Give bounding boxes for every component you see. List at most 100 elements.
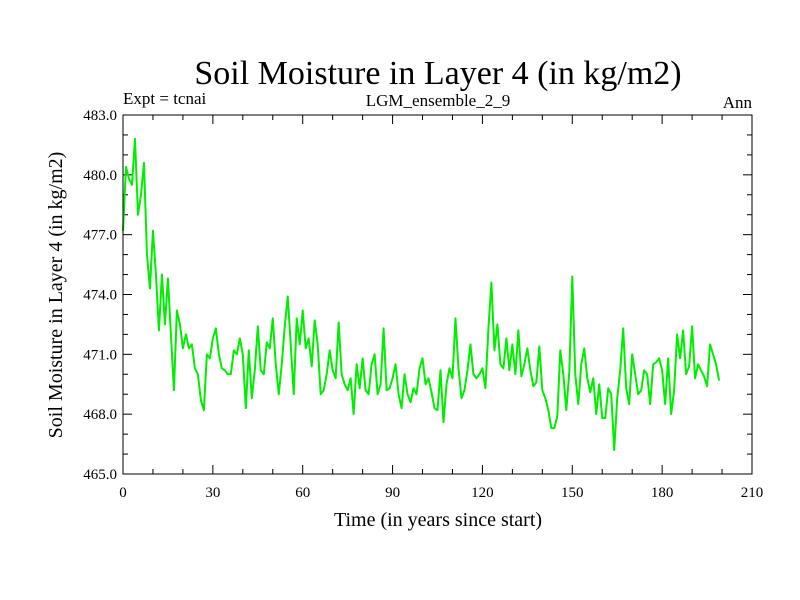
data-point [137,214,139,216]
data-point [604,417,606,419]
data-point [712,353,714,355]
data-point [388,387,391,389]
data-point [484,387,487,389]
data-point [427,377,430,379]
y-tick-label: 468.0 [83,407,117,423]
data-point [143,162,145,164]
data-point [353,413,355,415]
data-point [281,363,283,365]
data-point [475,377,478,379]
data-point [535,381,537,383]
data-point [200,399,202,401]
data-point [379,383,382,385]
data-point [682,329,684,331]
data-point [239,337,241,339]
data-point [131,184,133,186]
data-point [152,230,154,232]
data-point [586,377,588,379]
data-point [694,377,696,379]
data-point [344,383,346,385]
data-point [589,391,591,393]
data-point [607,387,609,389]
data-point [191,343,193,345]
data-point [341,373,343,375]
data-point [230,373,232,375]
data-point [574,373,576,375]
data-point [350,377,352,379]
data-point [610,393,612,395]
data-point [188,347,190,349]
data-point [652,363,654,365]
data-point [520,375,522,377]
points-layer [122,138,720,451]
x-tick-label: 180 [651,485,674,501]
data-point [688,365,690,367]
data-point [329,349,331,351]
data-point [260,369,262,371]
data-point [433,407,436,409]
data-point [637,393,639,395]
x-tick-label: 150 [561,485,584,501]
data-point [227,373,229,375]
data-point [538,345,540,347]
data-point [293,393,295,395]
data-point [176,309,178,312]
data-point [445,383,448,385]
chart-title: Soil Moisture in Layer 4 (in kg/m2) [194,55,681,92]
data-point [565,409,567,411]
data-point [646,373,648,375]
y-tick-label: 480.0 [83,168,117,184]
data-point [269,347,271,349]
data-point [619,369,621,371]
data-point [685,373,687,375]
data-point [296,317,298,320]
data-point [287,295,289,298]
data-point [368,393,370,395]
data-point [382,327,385,330]
data-point [502,367,504,369]
data-point [212,337,214,339]
data-point [553,427,555,429]
y-tick-label: 465.0 [83,467,117,483]
x-axis-label: Time (in years since start) [334,509,542,531]
data-point [496,323,498,326]
data-point [664,403,666,405]
data-point [320,393,322,395]
data-point [406,393,409,395]
data-point [128,178,130,180]
data-point [278,393,280,395]
data-point [140,194,142,196]
data-point [170,333,172,335]
data-point [323,389,325,391]
data-point [218,353,220,355]
data-point [487,327,490,330]
x-tick-label: 90 [385,485,400,501]
y-axis-label: Soil Moisture in Layer 4 (in kg/m2) [45,152,67,439]
data-point [676,333,678,335]
data-point [493,349,496,351]
data-point [302,309,304,312]
data-point [424,383,427,385]
data-point [661,369,663,371]
data-point [149,287,151,290]
data-point [670,413,672,415]
data-point [206,353,208,355]
data-point [173,389,175,391]
data-point [371,363,373,365]
data-point [233,349,235,351]
data-point [332,369,334,371]
x-tick-label: 120 [471,485,494,501]
data-point [460,397,463,399]
data-point [631,353,633,355]
ticks-layer: 0 30 60 90 120 150 180 210 465.0 468.0 471.0 474.0 4… [83,108,763,501]
data-point [197,373,199,375]
data-point [541,389,543,391]
data-point [499,363,501,365]
data-point [391,377,394,379]
data-point [155,273,157,276]
data-point [356,363,358,365]
data-point [305,347,307,349]
data-point [415,393,418,395]
data-point [335,377,337,379]
